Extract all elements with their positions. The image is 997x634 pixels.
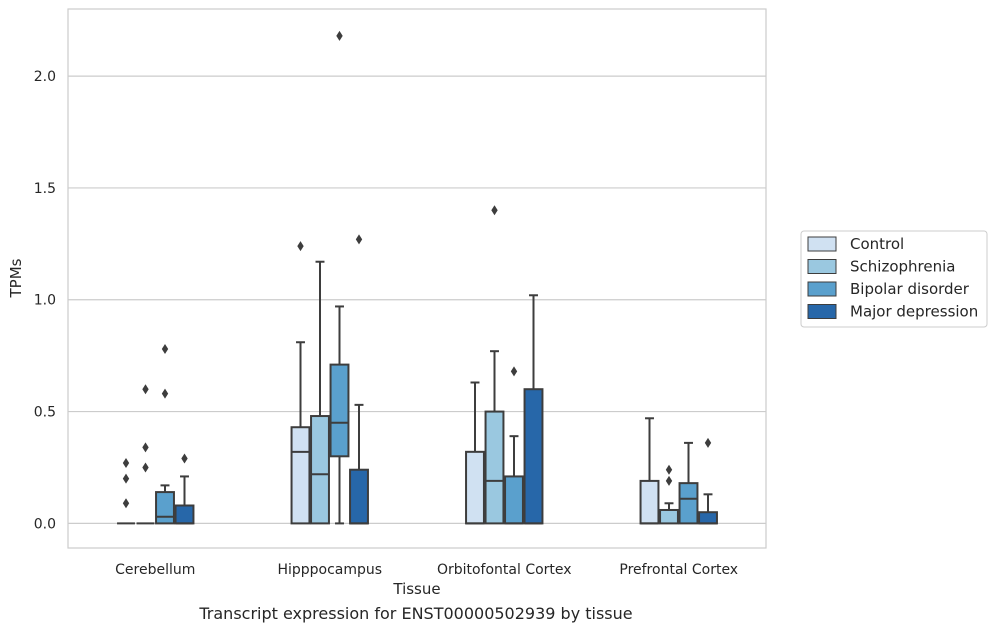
box [639, 417, 660, 525]
x-tick-label: Prefrontal Cortex [619, 562, 738, 578]
box-body [504, 475, 524, 525]
box-body [484, 410, 505, 525]
box [504, 366, 524, 525]
box-body [290, 426, 311, 525]
outlier-point [142, 442, 149, 453]
box [174, 453, 195, 525]
box [290, 241, 311, 525]
box-body [659, 508, 679, 525]
box-group [639, 417, 718, 525]
x-tick-label: Cerebellum [115, 562, 195, 578]
outlier-point [336, 30, 343, 41]
outlier-point [297, 241, 304, 252]
outlier-point [665, 475, 673, 486]
box-body [155, 491, 175, 525]
box-body [329, 363, 350, 458]
outlier-point [122, 473, 130, 484]
box-body [698, 511, 718, 525]
box [349, 234, 369, 525]
box-body [639, 479, 660, 525]
y-axis-label: TPMs [7, 258, 25, 298]
legend-item: Bipolar disorder [807, 280, 970, 298]
legend-frame [800, 230, 988, 328]
legend-item: Control [807, 235, 904, 253]
y-tick-label: 0.0 [34, 516, 56, 532]
legend-label: Control [850, 235, 904, 253]
legend-swatch [807, 236, 837, 252]
box [678, 441, 699, 525]
outlier-point [161, 388, 169, 399]
legend-swatch [807, 259, 837, 274]
outlier-point [510, 366, 518, 377]
box [155, 343, 175, 525]
legend-swatch [807, 281, 837, 297]
box [117, 458, 135, 525]
x-tick-label: Orbitofontal Cortex [437, 562, 572, 578]
box-group [465, 205, 544, 525]
legend-label: Bipolar disorder [850, 280, 970, 298]
figure-caption: Transcript expression for ENST0000050293… [199, 604, 633, 623]
legend: Control Schizophrenia Bipolar disorder Majo… [800, 230, 988, 328]
box [484, 205, 505, 525]
outlier-point [355, 234, 363, 245]
box [136, 384, 155, 525]
outlier-point [161, 343, 169, 354]
legend-label: Schizophrenia [850, 258, 955, 276]
legend-item: Major depression [807, 303, 978, 321]
legend-swatch [807, 304, 837, 319]
box [310, 260, 330, 525]
outlier-point [181, 453, 188, 464]
outlier-point [704, 437, 712, 448]
outlier-point [665, 464, 673, 475]
box [659, 464, 679, 525]
outlier-point [142, 384, 149, 395]
box-body [678, 482, 699, 525]
outlier-point [122, 498, 130, 509]
box-body [523, 388, 544, 525]
box-body [349, 468, 369, 525]
y-tick-label: 2.0 [34, 69, 56, 85]
box [329, 30, 350, 525]
box-body [310, 415, 330, 525]
y-tick-label: 1.0 [34, 293, 56, 309]
y-axis-ticks: 0.0 0.5 1.0 1.5 2.0 [34, 69, 56, 532]
box [698, 437, 718, 525]
legend-item: Schizophrenia [807, 258, 955, 276]
box [465, 381, 485, 525]
box-group [117, 343, 195, 525]
plot-frame [67, 8, 767, 549]
box-body [465, 450, 485, 525]
outlier-point [122, 458, 130, 469]
gridlines [68, 75, 766, 524]
box-group [290, 30, 369, 525]
x-axis-label: Tissue [392, 580, 440, 598]
legend-label: Major depression [850, 303, 978, 321]
box-groups [117, 30, 718, 525]
outlier-point [491, 205, 498, 216]
y-tick-label: 1.5 [34, 181, 56, 197]
y-tick-label: 0.5 [34, 405, 56, 421]
box [523, 294, 544, 525]
x-tick-label: Hipppocampus [277, 562, 382, 578]
x-axis-ticks: Cerebellum Hipppocampus Orbitofontal Corte… [115, 562, 738, 578]
outlier-point [142, 462, 149, 473]
box-body [174, 504, 195, 525]
